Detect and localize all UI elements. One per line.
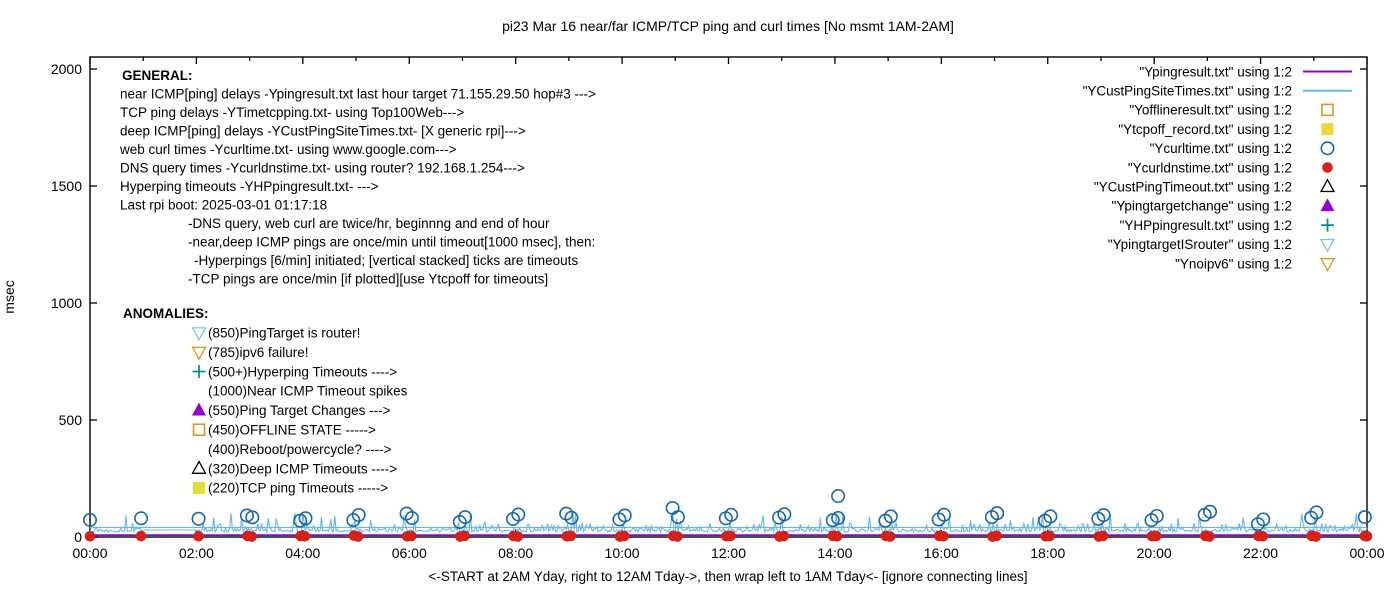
data-series xyxy=(83,489,1373,542)
legend-row: "Ycurldnstime.txt" using 1:2 xyxy=(1128,160,1333,175)
anomaly-line: (1000)Near ICMP Timeout spikes xyxy=(208,384,408,399)
legend-row: "Ypingtargetchange" using 1:2 xyxy=(1112,198,1335,214)
y-tick-label: 500 xyxy=(59,412,83,428)
x-tick-label: 14:00 xyxy=(817,545,852,561)
anomaly-line: (500+)Hyperping Timeouts ----> xyxy=(208,364,397,379)
legend-row: "YpingtargetISrouter" using 1:2 xyxy=(1108,237,1336,253)
general-line: near ICMP[ping] delays -Ypingresult.txt … xyxy=(120,87,596,102)
legend-row: "Ynoipv6" using 1:2 xyxy=(1175,256,1336,272)
legend-label: "YCustPingTimeout.txt" using 1:2 xyxy=(1094,180,1292,195)
general-line: deep ICMP[ping] delays -YCustPingSiteTim… xyxy=(120,124,526,139)
y-axis-label: msec xyxy=(1,280,17,313)
legend-row: "Ytcpoff_record.txt" using 1:2 xyxy=(1118,122,1334,137)
legend-label: "Yofflineresult.txt" using 1:2 xyxy=(1129,103,1292,118)
general-header: GENERAL: xyxy=(122,68,193,83)
x-tick-label: 10:00 xyxy=(605,545,640,561)
x-tick-label: 08:00 xyxy=(498,545,533,561)
legend-row: "Yofflineresult.txt" using 1:2 xyxy=(1129,103,1334,118)
x-tick-label: 06:00 xyxy=(392,545,427,561)
anomalies-header: ANOMALIES: xyxy=(123,306,209,321)
general-line: web curl times -Ycurltime.txt- using www… xyxy=(119,142,457,157)
legend-label: "Ycurldnstime.txt" using 1:2 xyxy=(1128,160,1292,175)
x-tick-label: 18:00 xyxy=(1030,545,1065,561)
series-scatter xyxy=(83,489,1372,532)
x-tick-label: 16:00 xyxy=(924,545,959,561)
y-tick-label: 1500 xyxy=(51,178,82,194)
y-tick-label: 1000 xyxy=(51,295,82,311)
legend-label: "Ytcpoff_record.txt" using 1:2 xyxy=(1118,122,1292,137)
anomaly-line: (400)Reboot/powercycle? ----> xyxy=(208,442,392,457)
anomaly-line: (450)OFFLINE STATE -----> xyxy=(208,423,376,438)
x-tick-label: 00:00 xyxy=(1349,545,1384,561)
y-tick-label: 0 xyxy=(74,529,82,545)
general-line: Last rpi boot: 2025-03-01 01:17:18 xyxy=(120,198,327,213)
y-tick-label: 2000 xyxy=(51,61,82,77)
legend-label: "YHPpingresult.txt" using 1:2 xyxy=(1120,218,1292,233)
x-tick-label: 22:00 xyxy=(1243,545,1278,561)
general-line: Hyperping timeouts -YHPpingresult.txt- -… xyxy=(120,179,379,194)
legend-label: "YpingtargetISrouter" using 1:2 xyxy=(1108,237,1292,252)
x-tick-label: 00:00 xyxy=(72,545,107,561)
general-line: -near,deep ICMP pings are once/min until… xyxy=(188,235,595,250)
legend-row: "Ypingresult.txt" using 1:2 xyxy=(1139,64,1352,79)
legend-label: "YCustPingSiteTimes.txt" using 1:2 xyxy=(1083,84,1292,99)
legend-row: "YCustPingSiteTimes.txt" using 1:2 xyxy=(1083,84,1352,99)
x-tick-label: 12:00 xyxy=(711,545,746,561)
x-tick-label: 04:00 xyxy=(285,545,320,561)
legend-row: "YHPpingresult.txt" using 1:2 xyxy=(1120,218,1334,233)
anomaly-line: (550)Ping Target Changes ---> xyxy=(208,403,391,418)
legend-label: "Ypingresult.txt" using 1:2 xyxy=(1139,64,1292,79)
chart-title: pi23 Mar 16 near/far ICMP/TCP ping and c… xyxy=(502,18,954,34)
x-tick-label: 02:00 xyxy=(179,545,214,561)
general-line: -DNS query, web curl are twice/hr, begin… xyxy=(188,216,550,231)
legend-row: "Ycurltime.txt" using 1:2 xyxy=(1150,141,1335,156)
series-scatter xyxy=(84,530,1373,542)
in-plot-annotations: GENERAL: near ICMP[ping] delays -Ypingres… xyxy=(119,68,596,496)
legend-row: "YCustPingTimeout.txt" using 1:2 xyxy=(1094,178,1336,195)
legend-label: "Ypingtargetchange" using 1:2 xyxy=(1112,199,1292,214)
anomaly-line: (785)ipv6 failure! xyxy=(208,345,309,360)
legend-label: "Ycurltime.txt" using 1:2 xyxy=(1150,141,1292,156)
x-axis-label: <-START at 2AM Yday, right to 12AM Tday-… xyxy=(429,569,1028,584)
legend: "Ypingresult.txt" using 1:2 "YCustPingSit… xyxy=(1083,64,1352,272)
general-line: -Hyperpings [6/min] initiated; [vertical… xyxy=(194,253,578,268)
anomaly-line: (220)TCP ping Timeouts -----> xyxy=(208,481,388,496)
series-deep-icmp-line xyxy=(89,512,1368,534)
anomaly-line: (320)Deep ICMP Timeouts ----> xyxy=(208,461,397,476)
anomaly-line: (850)PingTarget is router! xyxy=(208,326,360,341)
general-line: TCP ping delays -YTimetcpping.txt- using… xyxy=(120,105,464,120)
legend-label: "Ynoipv6" using 1:2 xyxy=(1175,256,1292,271)
general-line: DNS query times -Ycurldnstime.txt- using… xyxy=(120,161,525,176)
x-tick-label: 20:00 xyxy=(1137,545,1172,561)
general-line: -TCP pings are once/min [if plotted][use… xyxy=(188,272,548,287)
